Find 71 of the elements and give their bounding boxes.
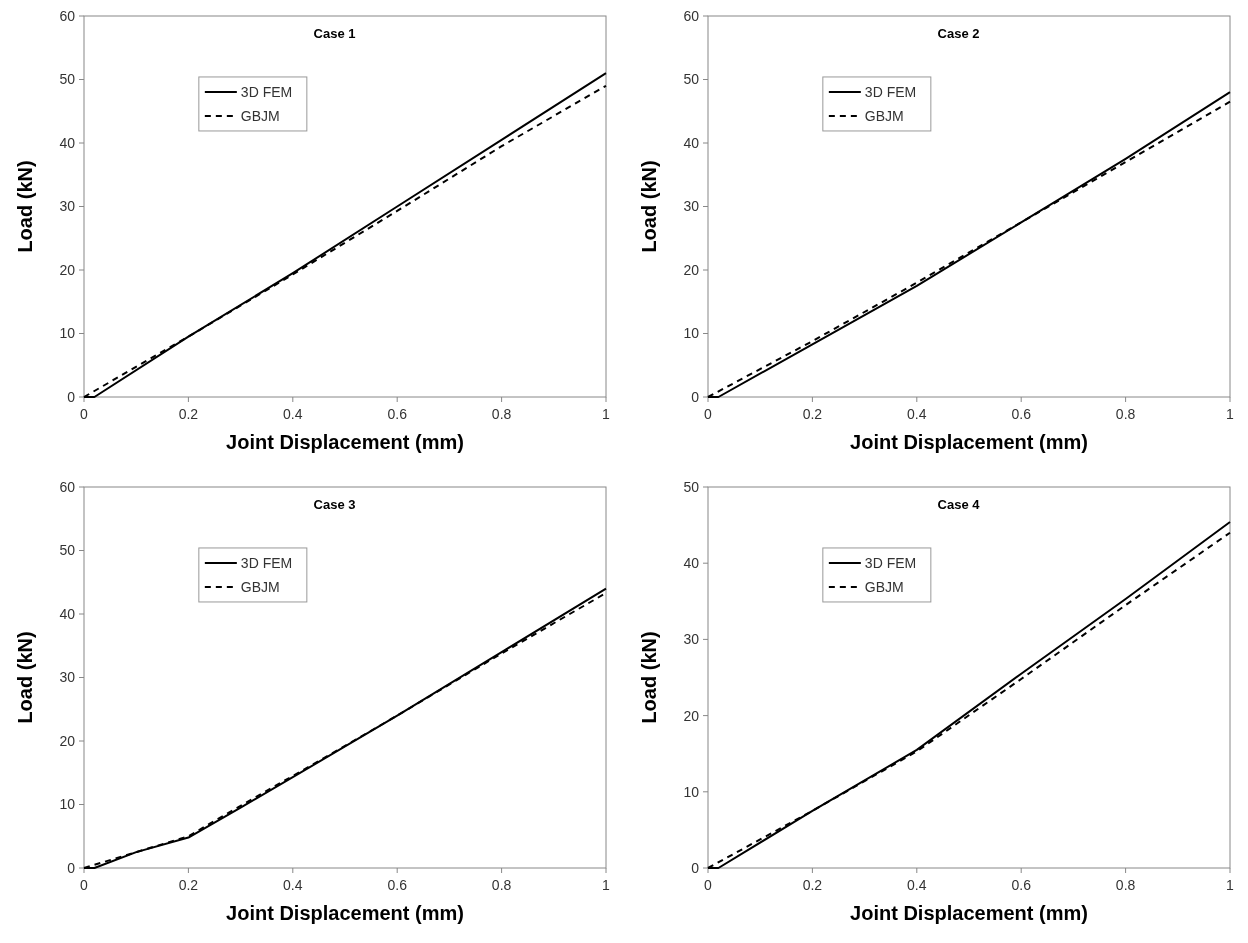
legend-label: 3D FEM bbox=[864, 554, 917, 571]
y-tick-label: 20 bbox=[59, 732, 76, 749]
y-tick-label: 60 bbox=[59, 7, 76, 24]
y-tick-label: 40 bbox=[59, 134, 76, 151]
y-tick-label: 20 bbox=[683, 261, 700, 278]
y-tick-label: 30 bbox=[59, 198, 76, 215]
y-tick-label: 50 bbox=[59, 71, 76, 88]
y-tick-label: 50 bbox=[683, 478, 700, 495]
y-axis-title: Load (kN) bbox=[638, 631, 660, 724]
x-tick-label: 1 bbox=[1226, 406, 1235, 422]
y-tick-label: 30 bbox=[59, 669, 76, 686]
y-tick-label: 0 bbox=[67, 859, 76, 876]
x-tick-label: 0.4 bbox=[283, 406, 303, 422]
x-axis-title: Joint Displacement (mm) bbox=[226, 902, 464, 924]
y-tick-label: 10 bbox=[683, 783, 700, 800]
y-tick-label: 50 bbox=[59, 542, 76, 559]
y-tick-label: 60 bbox=[683, 7, 700, 24]
legend-label: 3D FEM bbox=[240, 554, 293, 571]
y-tick-label: 10 bbox=[59, 325, 76, 342]
y-axis-title: Load (kN) bbox=[14, 160, 36, 253]
x-tick-label: 1 bbox=[1226, 877, 1235, 893]
x-axis-title: Joint Displacement (mm) bbox=[850, 431, 1088, 453]
x-tick-label: 0 bbox=[80, 877, 89, 893]
x-tick-label: 1 bbox=[602, 406, 611, 422]
x-tick-label: 0.8 bbox=[491, 406, 512, 422]
y-tick-label: 30 bbox=[683, 198, 700, 215]
text: Case 1 bbox=[313, 26, 356, 41]
y-tick-label: 10 bbox=[683, 325, 700, 342]
y-tick-label: 40 bbox=[683, 555, 700, 572]
legend-label: GBJM bbox=[864, 107, 904, 124]
x-axis-title: Joint Displacement (mm) bbox=[850, 902, 1088, 924]
x-tick-label: 0.4 bbox=[907, 406, 927, 422]
y-tick-label: 20 bbox=[59, 261, 76, 278]
x-tick-label: 0.8 bbox=[1115, 877, 1136, 893]
y-tick-label: 0 bbox=[67, 388, 76, 405]
x-tick-label: 0.2 bbox=[802, 877, 823, 893]
x-tick-label: 0 bbox=[80, 406, 89, 422]
x-tick-label: 0.2 bbox=[178, 406, 199, 422]
x-tick-label: 0.8 bbox=[491, 877, 512, 893]
x-tick-label: 1 bbox=[602, 877, 611, 893]
x-tick-label: 0.6 bbox=[1011, 877, 1032, 893]
legend-label: 3D FEM bbox=[240, 83, 293, 100]
legend-label: GBJM bbox=[240, 107, 280, 124]
legend-label: 3D FEM bbox=[864, 83, 917, 100]
y-axis-title: Load (kN) bbox=[14, 631, 36, 724]
legend-label: GBJM bbox=[240, 578, 280, 595]
text: Case 4 bbox=[937, 497, 981, 512]
x-tick-label: 0.6 bbox=[1011, 406, 1032, 422]
x-tick-label: 0.2 bbox=[178, 877, 199, 893]
text: Case 2 bbox=[937, 26, 980, 41]
x-tick-label: 0.2 bbox=[802, 406, 823, 422]
y-tick-label: 20 bbox=[683, 707, 700, 724]
x-tick-label: 0.6 bbox=[387, 406, 408, 422]
y-tick-label: 30 bbox=[683, 631, 700, 648]
x-tick-label: 0.8 bbox=[1115, 406, 1136, 422]
x-tick-label: 0.6 bbox=[387, 877, 408, 893]
y-axis-title: Load (kN) bbox=[638, 160, 660, 253]
x-axis-title: Joint Displacement (mm) bbox=[226, 431, 464, 453]
y-tick-label: 40 bbox=[683, 134, 700, 151]
y-tick-label: 10 bbox=[59, 796, 76, 813]
y-tick-label: 60 bbox=[59, 478, 76, 495]
y-tick-label: 0 bbox=[691, 859, 700, 876]
y-tick-label: 40 bbox=[59, 605, 76, 622]
text: Case 3 bbox=[313, 497, 356, 512]
x-tick-label: 0.4 bbox=[283, 877, 303, 893]
x-tick-label: 0 bbox=[704, 877, 713, 893]
x-tick-label: 0 bbox=[704, 406, 713, 422]
legend-label: GBJM bbox=[864, 578, 904, 595]
x-tick-label: 0.4 bbox=[907, 877, 927, 893]
y-tick-label: 50 bbox=[683, 71, 700, 88]
y-tick-label: 0 bbox=[691, 388, 700, 405]
